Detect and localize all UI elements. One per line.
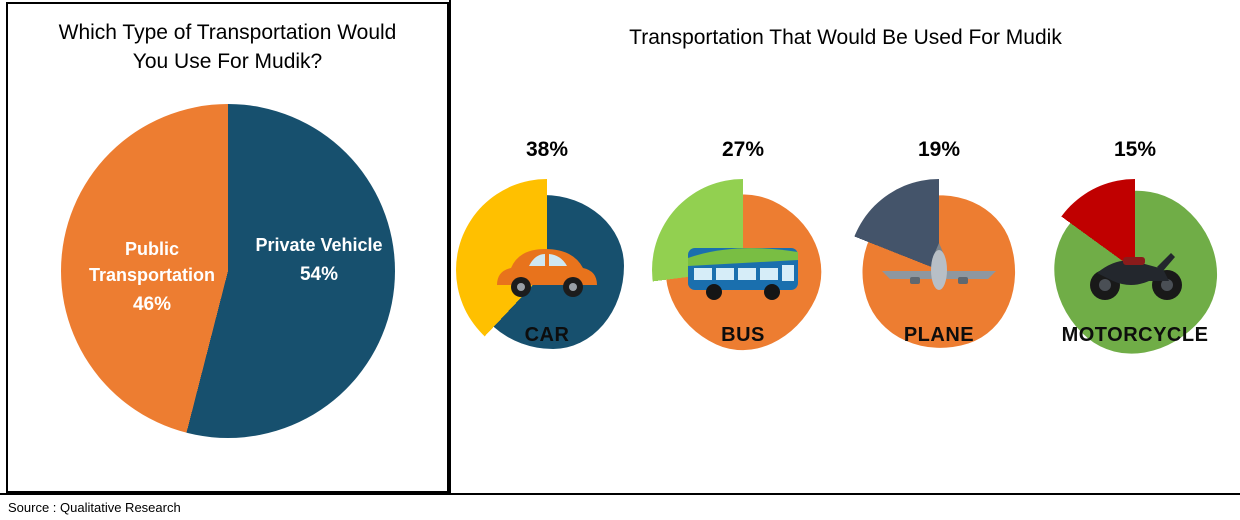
car-label: CAR (524, 324, 570, 346)
pie-label-private-vehicle: Private Vehicle 54% (234, 232, 404, 289)
motorcycle-label: MOTORCYCLE (1061, 324, 1209, 346)
pie-label-private-name: Private Vehicle (255, 235, 383, 255)
car-percent: 38% (525, 138, 569, 161)
pie-label-public-name: Public Transportation (88, 239, 215, 286)
source-note: Source : Qualitative Research (8, 500, 181, 515)
mini-pies-panel: Transportation That Would Be Used For Mu… (449, 0, 1240, 493)
plane-percent: 19% (917, 138, 961, 161)
mini-pie-car: 38% CAR (452, 126, 642, 390)
bus-icon (684, 238, 802, 302)
left-chart-title: Which Type of Transportation Would You U… (58, 21, 397, 74)
mini-pie-plane: 19% PLANE (841, 126, 1037, 390)
pie-label-public-transportation: Public Transportation 46% (72, 236, 232, 319)
mini-pie-row: 38% CAR 27% (452, 126, 1240, 390)
bus-label: BUS (721, 324, 765, 346)
mini-pie-motorcycle: 15% MOTORCYCLE (1020, 126, 1240, 390)
main-pie-panel: Which Type of Transportation Would You U… (6, 2, 449, 493)
car-icon (491, 239, 603, 301)
mini-pie-bus: 27% BUS (640, 126, 846, 390)
pie-label-private-percent: 54% (299, 264, 339, 286)
right-chart-title: Transportation That Would Be Used For Mu… (629, 26, 1062, 49)
pie-label-public-percent: 46% (132, 294, 172, 316)
motorcycle-percent: 15% (1113, 138, 1157, 161)
bus-percent: 27% (721, 138, 765, 161)
bottom-divider (0, 493, 1240, 495)
main-pie-chart (60, 104, 395, 438)
plane-icon (880, 241, 998, 299)
plane-label: PLANE (903, 324, 975, 346)
motorcycle-icon (1079, 237, 1191, 303)
